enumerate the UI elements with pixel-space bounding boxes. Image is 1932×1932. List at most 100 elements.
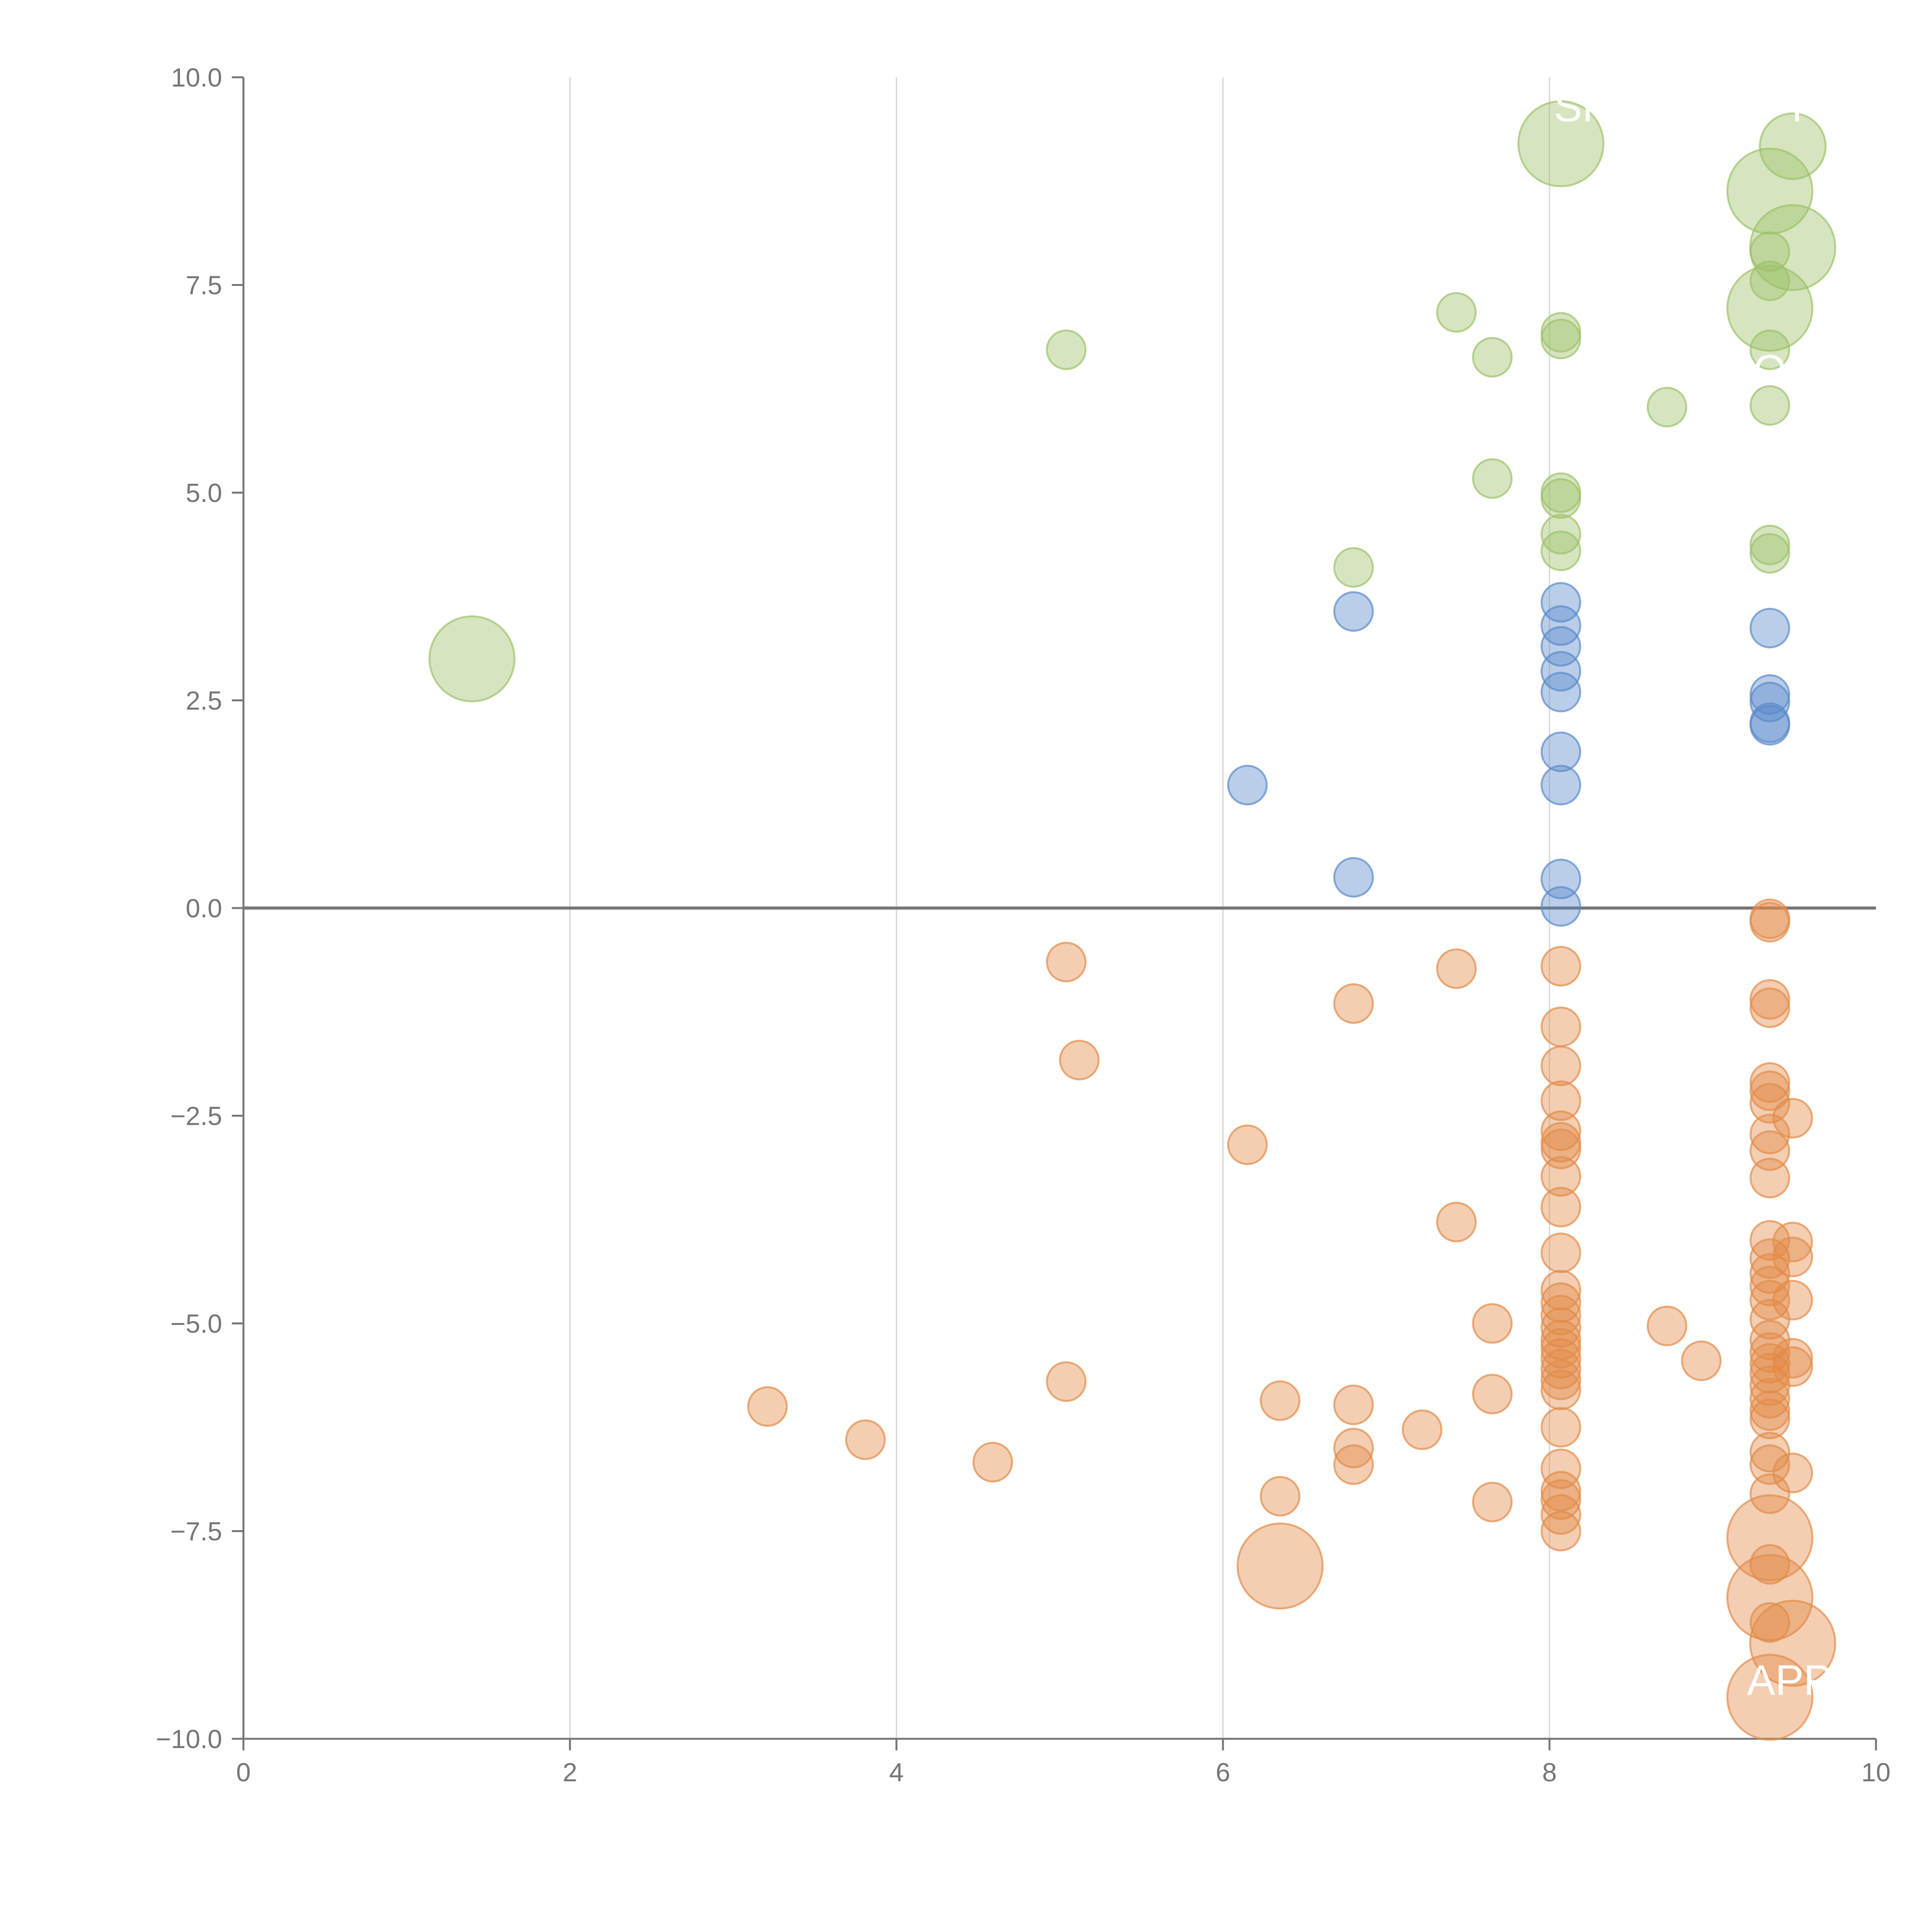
bubble-blue [1749, 682, 1790, 723]
bubble-orange [1772, 1221, 1813, 1262]
annotations: SK PT APP O [1554, 83, 1832, 1704]
bubble-orange [1749, 1062, 1790, 1103]
bubble-orange [1541, 1320, 1582, 1361]
bubble-orange [1541, 1110, 1582, 1151]
bubble-orange [1541, 1479, 1582, 1520]
bubble-orange [1046, 1361, 1087, 1402]
bubble-orange [1772, 1098, 1813, 1139]
bubble-blue [1333, 591, 1374, 632]
bubble-orange [1541, 1349, 1582, 1389]
bubble-blue [1541, 605, 1582, 646]
bubble-orange [1541, 1448, 1582, 1489]
y-tick-label: −2.5 [170, 1102, 222, 1131]
y-tick-label: 7.5 [185, 271, 222, 300]
bubble-orange [1236, 1522, 1324, 1610]
bubble-orange [1749, 1070, 1790, 1111]
bubble-orange [972, 1442, 1013, 1483]
bubble-blue [1749, 607, 1790, 648]
bubble-orange [845, 1419, 886, 1460]
y-tick-label: −5.0 [170, 1309, 222, 1338]
bubble-orange [1541, 1187, 1582, 1228]
bubble-green [1749, 260, 1790, 301]
bubble-orange [1333, 1444, 1374, 1485]
bubble-orange [1472, 1481, 1513, 1522]
bubble-green [1749, 524, 1790, 565]
bubble-orange [1772, 1280, 1813, 1321]
bubble-orange [1749, 1332, 1790, 1373]
bubble-orange [1749, 1265, 1790, 1306]
bubble-blue [1541, 582, 1582, 623]
x-tick-label: 0 [236, 1758, 251, 1787]
bubble-orange [1772, 1452, 1813, 1493]
bubble-orange [1541, 1369, 1582, 1410]
bubble-orange [1749, 1544, 1790, 1585]
bubble-green [1726, 265, 1813, 352]
bubble-orange [1749, 1083, 1790, 1124]
axes [232, 76, 1877, 1750]
bubble-orange [1472, 1303, 1513, 1344]
bubble-orange [747, 1386, 788, 1427]
tick-labels: 0 2 4 6 8 10 10.0 7.5 5.0 2.5 0.0 −2.5 −5.0 −7.5 −10.0 [156, 63, 1891, 1787]
bubble-green [1472, 458, 1513, 499]
bubble-orange [1046, 942, 1087, 983]
bubble-orange [1726, 1554, 1813, 1641]
bubble-blue [1541, 651, 1582, 692]
bubble-orange [1749, 1398, 1790, 1439]
y-tick-label: 10.0 [171, 63, 222, 92]
x-tick-label: 2 [563, 1758, 577, 1787]
bubble-orange [1401, 1409, 1442, 1450]
bubble-orange [1749, 1158, 1790, 1199]
bubble-orange [1541, 1156, 1582, 1197]
bubble-annotation: APP [1747, 1656, 1832, 1704]
x-tick-label: 10 [1861, 1758, 1891, 1787]
bubble-orange [1333, 983, 1374, 1024]
bubble-orange [1541, 1307, 1582, 1348]
bubble-orange [1749, 1444, 1790, 1485]
bubble-orange [1726, 1494, 1813, 1582]
bubble-green [1046, 329, 1087, 370]
bubble-orange [1749, 1390, 1790, 1431]
bubble-green [1517, 100, 1605, 187]
bubble-green [1541, 478, 1582, 519]
bubbles [429, 100, 1837, 1741]
bubble-green [1646, 387, 1687, 428]
y-tick-label: 2.5 [185, 686, 222, 716]
bubble-blue [1541, 626, 1582, 667]
bubble-green [1436, 292, 1477, 333]
bubble-orange [1541, 1471, 1582, 1512]
bubble-orange [1541, 1080, 1582, 1121]
x-tick-label: 6 [1216, 1758, 1230, 1787]
bubble-orange [1436, 1202, 1477, 1243]
bubble-green [1541, 531, 1582, 571]
bubble-orange [1541, 946, 1582, 986]
bubble-green [1333, 547, 1374, 588]
bubble-green [1726, 148, 1813, 235]
bubble-orange [1541, 1359, 1582, 1400]
bubble-orange [1541, 1232, 1582, 1273]
bubble-orange [1772, 1236, 1813, 1277]
bubble-green [1749, 204, 1837, 291]
bubble-blue [1541, 672, 1582, 713]
bubble-orange [1749, 1473, 1790, 1514]
bubble-orange [1472, 1374, 1513, 1415]
x-tick-label: 4 [889, 1758, 904, 1787]
bubble-blue [1227, 765, 1268, 806]
bubble-orange [1681, 1340, 1722, 1381]
bubble-green [1759, 112, 1827, 180]
bubble-green [1749, 385, 1790, 426]
bubble-orange [1541, 1270, 1582, 1311]
bubble-annotation: PT [1756, 83, 1810, 131]
bubble-orange [1749, 1220, 1790, 1261]
bubble-orange [1646, 1305, 1687, 1346]
y-tick-label: −10.0 [156, 1725, 222, 1754]
bubble-blue [1541, 765, 1582, 806]
bubble-orange [1541, 1511, 1582, 1551]
y-tick-label: 0.0 [185, 894, 222, 923]
bubble-green [1541, 318, 1582, 359]
bubble-orange [1541, 1282, 1582, 1323]
bubble-orange [1541, 1046, 1582, 1086]
bubble-green [1749, 533, 1790, 574]
y-tick-label: 5.0 [185, 478, 222, 508]
bubble-blue [1541, 886, 1582, 927]
bubble-orange [1436, 948, 1477, 989]
